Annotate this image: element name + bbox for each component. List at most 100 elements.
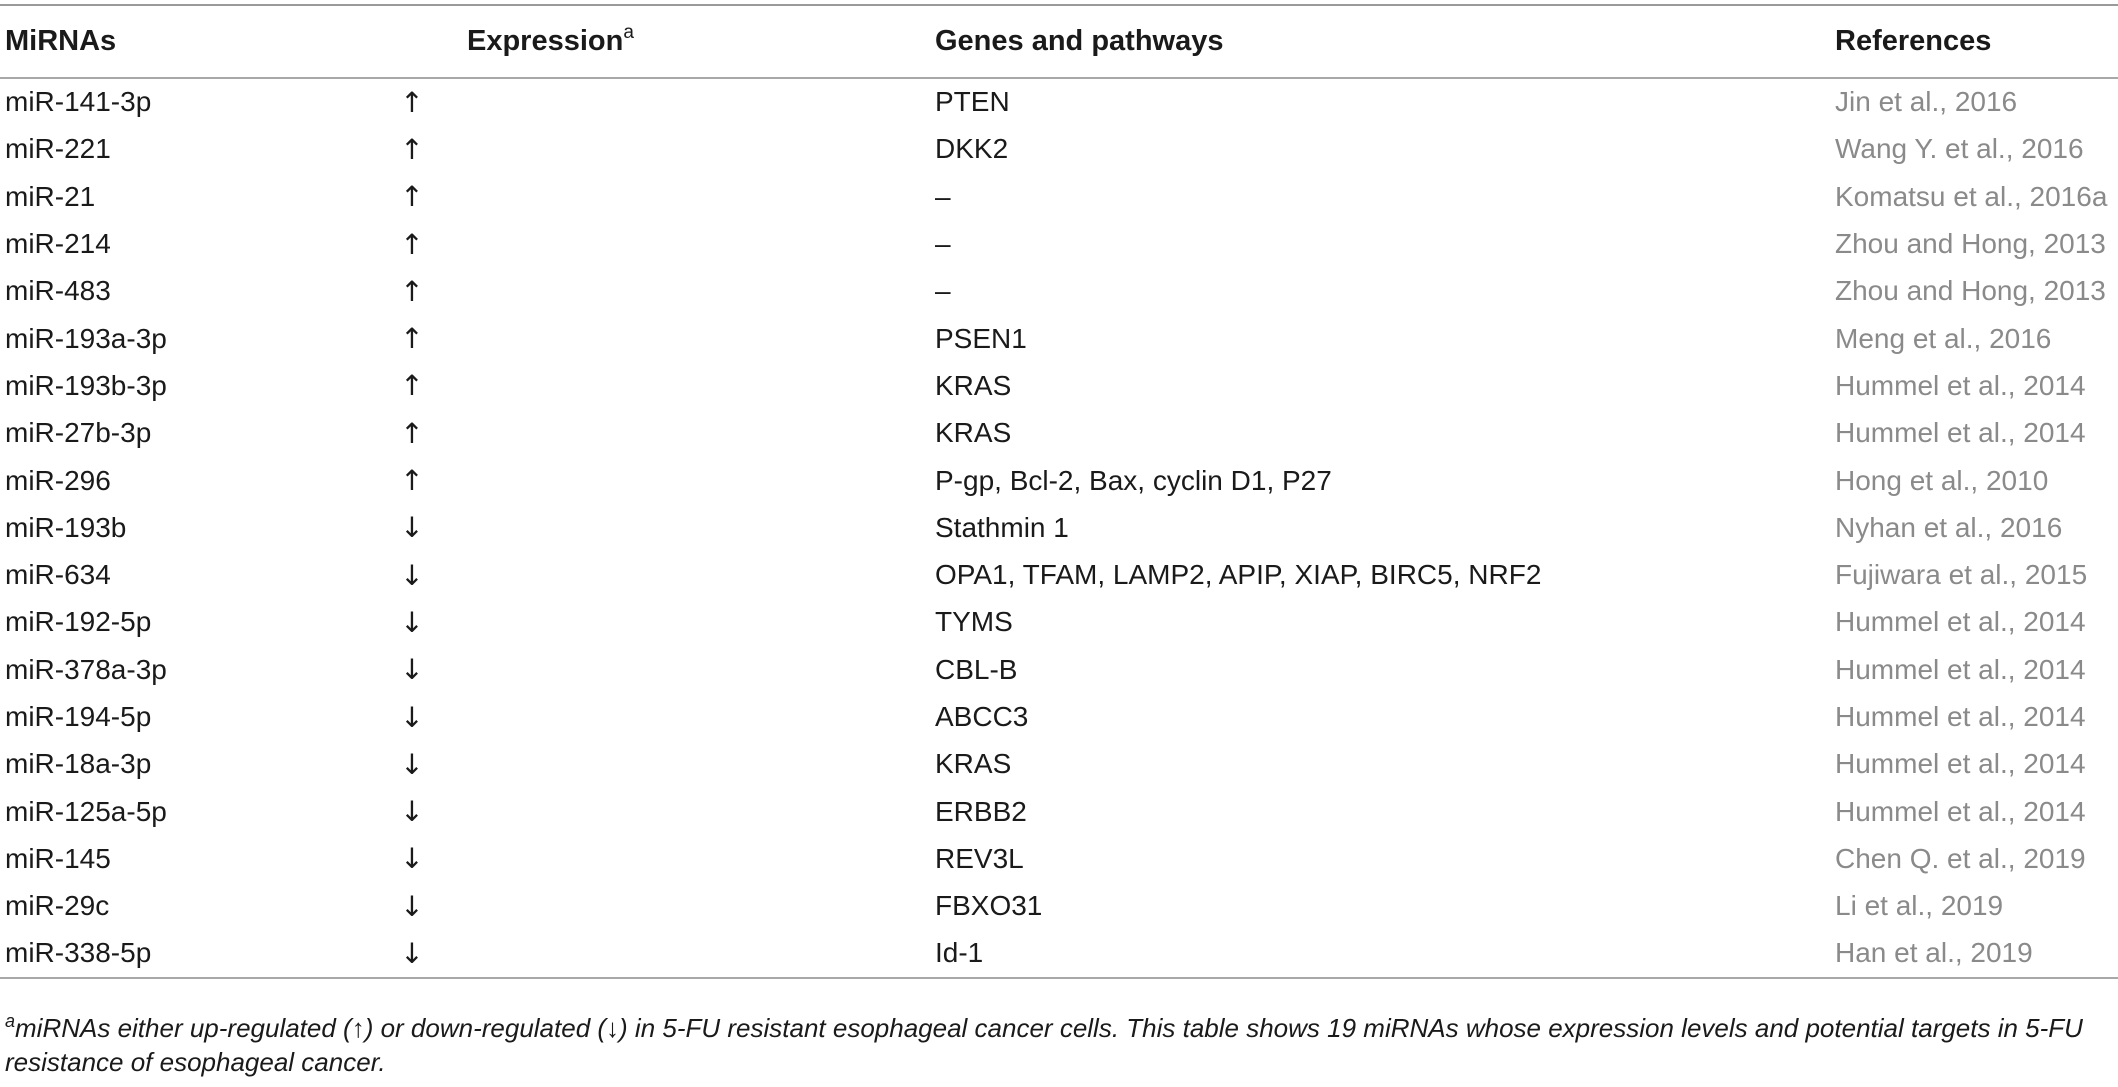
cell-reference[interactable]: Hummel et al., 2014	[1835, 417, 2086, 449]
down-arrow-icon: ↓	[400, 558, 424, 592]
table-row: miR-214 ↑ – Zhou and Hong, 2013	[0, 220, 2118, 267]
mirna-table: MiRNAs Expressiona Genes and pathways Re…	[0, 6, 2118, 77]
cell-reference[interactable]: Hummel et al., 2014	[1835, 795, 2086, 827]
table-row: miR-29c ↓ FBXO31 Li et al., 2019	[0, 883, 2118, 930]
cell-genes: –	[935, 228, 951, 260]
table-row: miR-483 ↑ – Zhou and Hong, 2013	[0, 268, 2118, 315]
down-arrow-icon: ↓	[400, 936, 424, 970]
cell-reference[interactable]: Hummel et al., 2014	[1835, 653, 2086, 685]
cell-reference[interactable]: Zhou and Hong, 2013	[1835, 275, 2106, 307]
cell-expression: ↓	[400, 930, 935, 977]
table-container: MiRNAs Expressiona Genes and pathways Re…	[0, 4, 2118, 979]
table-row: miR-125a-5p ↓ ERBB2 Hummel et al., 2014	[0, 788, 2118, 835]
table-row: miR-634 ↓ OPA1, TFAM, LAMP2, APIP, XIAP, B…	[0, 551, 2118, 598]
cell-mirna: miR-21	[5, 180, 96, 212]
table-row: miR-21 ↑ – Komatsu et al., 2016a	[0, 173, 2118, 220]
cell-mirna: miR-27b-3p	[5, 417, 152, 449]
cell-reference[interactable]: Nyhan et al., 2016	[1835, 511, 2063, 543]
cell-expression: ↓	[400, 646, 935, 693]
table-row: miR-141-3p ↑ PTEN Jin et al., 2016	[0, 79, 2118, 126]
cell-expression: ↓	[400, 599, 935, 646]
cell-mirna: miR-18a-3p	[5, 748, 152, 780]
cell-reference[interactable]: Hummel et al., 2014	[1835, 606, 2086, 638]
cell-genes: PTEN	[935, 86, 1010, 118]
up-arrow-icon: ↑	[400, 464, 424, 498]
cell-reference[interactable]: Hummel et al., 2014	[1835, 748, 2086, 780]
cell-reference[interactable]: Komatsu et al., 2016a	[1835, 180, 2108, 212]
header-expression-sup: a	[623, 22, 634, 43]
cell-mirna: miR-192-5p	[5, 606, 152, 638]
cell-mirna: miR-193a-3p	[5, 322, 167, 354]
header-references: References	[1835, 25, 1992, 57]
cell-mirna: miR-193b-3p	[5, 369, 167, 401]
cell-reference[interactable]: Han et al., 2019	[1835, 937, 2033, 969]
cell-expression: ↓	[400, 883, 935, 930]
header-expression: Expressiona	[467, 22, 634, 57]
cell-genes: Stathmin 1	[935, 511, 1069, 543]
cell-mirna: miR-214	[5, 228, 111, 260]
cell-expression: ↓	[400, 835, 935, 882]
cell-reference[interactable]: Jin et al., 2016	[1835, 86, 2018, 118]
cell-expression: ↓	[400, 551, 935, 598]
cell-expression: ↑	[400, 126, 935, 173]
cell-expression: ↓	[400, 693, 935, 740]
cell-expression: ↑	[400, 362, 935, 409]
cell-genes: OPA1, TFAM, LAMP2, APIP, XIAP, BIRC5, NR…	[935, 559, 1542, 591]
up-arrow-icon: ↑	[400, 274, 424, 308]
cell-expression: ↑	[400, 268, 935, 315]
cell-expression: ↑	[400, 173, 935, 220]
cell-genes: TYMS	[935, 606, 1013, 638]
cell-expression: ↓	[400, 788, 935, 835]
cell-mirna: miR-141-3p	[5, 86, 152, 118]
cell-mirna: miR-193b	[5, 511, 127, 543]
cell-expression: ↓	[400, 504, 935, 551]
cell-mirna: miR-221	[5, 133, 111, 165]
cell-genes: ABCC3	[935, 701, 1029, 732]
cell-genes: Id-1	[935, 937, 984, 969]
cell-expression: ↑	[400, 79, 935, 126]
table-footnote: amiRNAs either up-regulated (↑) or down-…	[5, 1011, 2113, 1079]
down-arrow-icon: ↓	[400, 842, 424, 876]
cell-genes: DKK2	[935, 133, 1009, 165]
table-row: miR-145 ↓ REV3L Chen Q. et al., 2019	[0, 835, 2118, 882]
footnote-text: miRNAs either up-regulated (↑) or down-r…	[5, 1013, 2083, 1077]
table-row: miR-193b-3p ↑ KRAS Hummel et al., 2014	[0, 362, 2118, 409]
table-row: miR-192-5p ↓ TYMS Hummel et al., 2014	[0, 599, 2118, 646]
cell-reference[interactable]: Hong et al., 2010	[1835, 464, 2049, 496]
table-row: miR-296 ↑ P-gp, Bcl-2, Bax, cyclin D1, P27…	[0, 457, 2118, 504]
mirna-table-body: miR-141-3p ↑ PTEN Jin et al., 2016 miR-221 ↑ D…	[0, 79, 2118, 978]
down-arrow-icon: ↓	[400, 605, 424, 639]
table-row: miR-193b ↓ Stathmin 1 Nyhan et al., 2016	[0, 504, 2118, 551]
cell-mirna: miR-483	[5, 275, 111, 307]
down-arrow-icon: ↓	[400, 700, 424, 734]
up-arrow-icon: ↑	[400, 227, 424, 261]
cell-reference[interactable]: Chen Q. et al., 2019	[1835, 842, 2086, 874]
cell-mirna: miR-145	[5, 842, 111, 874]
table-row: miR-18a-3p ↓ KRAS Hummel et al., 2014	[0, 741, 2118, 788]
cell-reference[interactable]: Hummel et al., 2014	[1835, 701, 2086, 732]
cell-reference[interactable]: Li et al., 2019	[1835, 890, 2004, 922]
cell-expression: ↑	[400, 220, 935, 267]
cell-expression: ↑	[400, 410, 935, 457]
up-arrow-icon: ↑	[400, 416, 424, 450]
table-row: miR-221 ↑ DKK2 Wang Y. et al., 2016	[0, 126, 2118, 173]
cell-genes: KRAS	[935, 417, 1012, 449]
top-rule	[0, 4, 2118, 6]
down-arrow-icon: ↓	[400, 795, 424, 829]
cell-mirna: miR-378a-3p	[5, 653, 167, 685]
cell-reference[interactable]: Fujiwara et al., 2015	[1835, 559, 2088, 591]
cell-reference[interactable]: Wang Y. et al., 2016	[1835, 133, 2084, 165]
header-rule	[0, 77, 2118, 79]
cell-reference[interactable]: Hummel et al., 2014	[1835, 369, 2086, 401]
cell-mirna: miR-634	[5, 559, 111, 591]
cell-genes: KRAS	[935, 369, 1012, 401]
table-row: miR-193a-3p ↑ PSEN1 Meng et al., 2016	[0, 315, 2118, 362]
cell-reference[interactable]: Meng et al., 2016	[1835, 322, 2052, 354]
cell-genes: CBL-B	[935, 653, 1018, 685]
cell-reference[interactable]: Zhou and Hong, 2013	[1835, 228, 2106, 260]
cell-mirna: miR-338-5p	[5, 937, 152, 969]
table-row: miR-338-5p ↓ Id-1 Han et al., 2019	[0, 930, 2118, 977]
cell-mirna: miR-29c	[5, 890, 110, 922]
footnote-marker: a	[5, 1011, 16, 1031]
table-body: miR-141-3p ↑ PTEN Jin et al., 2016 miR-221 ↑ D…	[0, 79, 2118, 978]
